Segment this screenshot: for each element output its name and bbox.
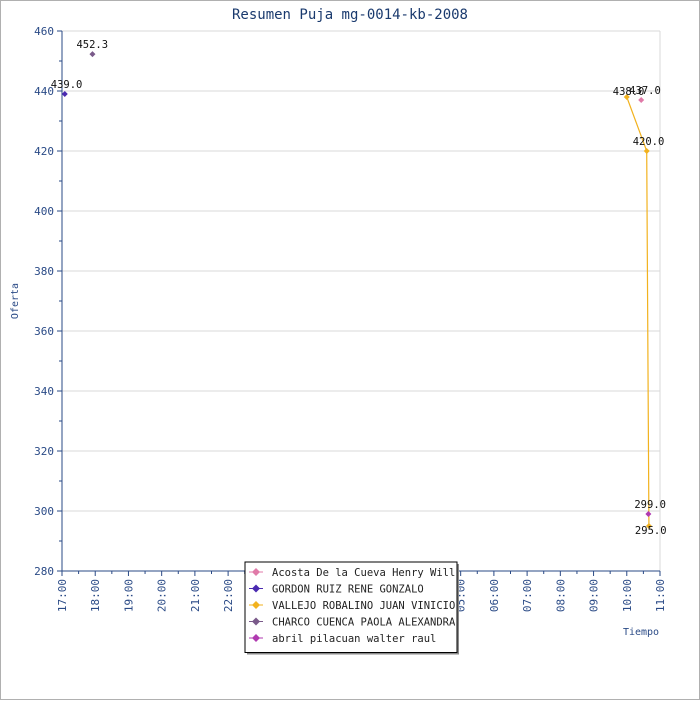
- y-tick-label: 300: [34, 505, 54, 518]
- x-tick-label: 17:00: [56, 579, 69, 612]
- x-tick-label: 06:00: [488, 579, 501, 612]
- series-0: [638, 97, 645, 103]
- data-labels: 437.0 439.0 438.0 420.0 452.3 299.0 295.0: [51, 39, 667, 537]
- x-tick-label: 10:00: [621, 579, 634, 612]
- x-tick-label: 21:00: [189, 579, 202, 612]
- series-1: [61, 91, 68, 97]
- y-tick-label: 400: [34, 205, 54, 218]
- legend-entry: abril pilacuan walter raul: [272, 633, 436, 645]
- y-tick-label: 440: [34, 85, 54, 98]
- legend-entry: Acosta De la Cueva Henry Will: [272, 567, 455, 579]
- data-label: 439.0: [51, 79, 83, 91]
- legend-entry: VALLEJO ROBALINO JUAN VINICIO: [272, 600, 455, 612]
- data-point: [645, 523, 652, 529]
- legend-swatch-marker: [252, 568, 260, 576]
- x-tick-label: 18:00: [89, 579, 102, 612]
- x-tick-label: 09:00: [588, 579, 601, 612]
- x-axis-label: Tiempo: [623, 627, 659, 638]
- data-label: 295.0: [635, 525, 667, 537]
- y-axis-label: Oferta: [10, 283, 21, 319]
- data-label: 437.0: [629, 85, 661, 97]
- grid: [62, 30, 661, 572]
- data-point: [623, 94, 630, 100]
- legend-swatch-marker: [252, 634, 260, 642]
- x-tick-label: 20:00: [156, 579, 169, 612]
- legend-entry: GORDON RUIZ RENE GONZALO: [272, 584, 424, 596]
- series-3: [89, 51, 96, 58]
- data-label: 299.0: [634, 499, 666, 511]
- data-point: [645, 511, 652, 517]
- x-tick-label: 19:00: [122, 579, 135, 612]
- series-layer: [61, 51, 652, 529]
- legend-swatch-marker: [252, 584, 260, 593]
- y-tick-label: 460: [34, 25, 54, 38]
- data-point: [638, 97, 645, 103]
- x-tick-label: 07:00: [521, 579, 534, 612]
- y-tick-label: 380: [34, 265, 54, 278]
- legend-entry: CHARCO CUENCA PAOLA ALEXANDRA: [272, 617, 456, 629]
- legend: Acosta De la Cueva Henry Will GORDON RUIZ…: [244, 561, 459, 655]
- data-point: [89, 51, 96, 58]
- data-label: 452.3: [76, 39, 108, 51]
- series-4: [645, 511, 652, 517]
- x-tick-label: 22:00: [222, 579, 235, 612]
- chart-title: Resumen Puja mg-0014-kb-2008: [232, 7, 468, 23]
- y-tick-label: 280: [34, 565, 54, 578]
- series-2: [623, 94, 652, 529]
- y-tick-label: 420: [34, 145, 54, 158]
- y-tick-label: 340: [34, 385, 54, 398]
- data-point: [643, 148, 650, 154]
- legend-swatch-marker: [252, 601, 260, 609]
- data-point: [61, 91, 68, 97]
- legend-swatch-marker: [252, 617, 260, 626]
- data-label: 420.0: [633, 136, 665, 148]
- x-tick-label: 11:00: [654, 579, 667, 612]
- y-tick-label: 360: [34, 325, 54, 338]
- plot-area: [62, 31, 660, 571]
- data-label: 438.0: [613, 86, 645, 98]
- legend-box: [244, 561, 458, 653]
- y-tick-label: 320: [34, 445, 54, 458]
- x-tick-label: 08:00: [554, 579, 567, 612]
